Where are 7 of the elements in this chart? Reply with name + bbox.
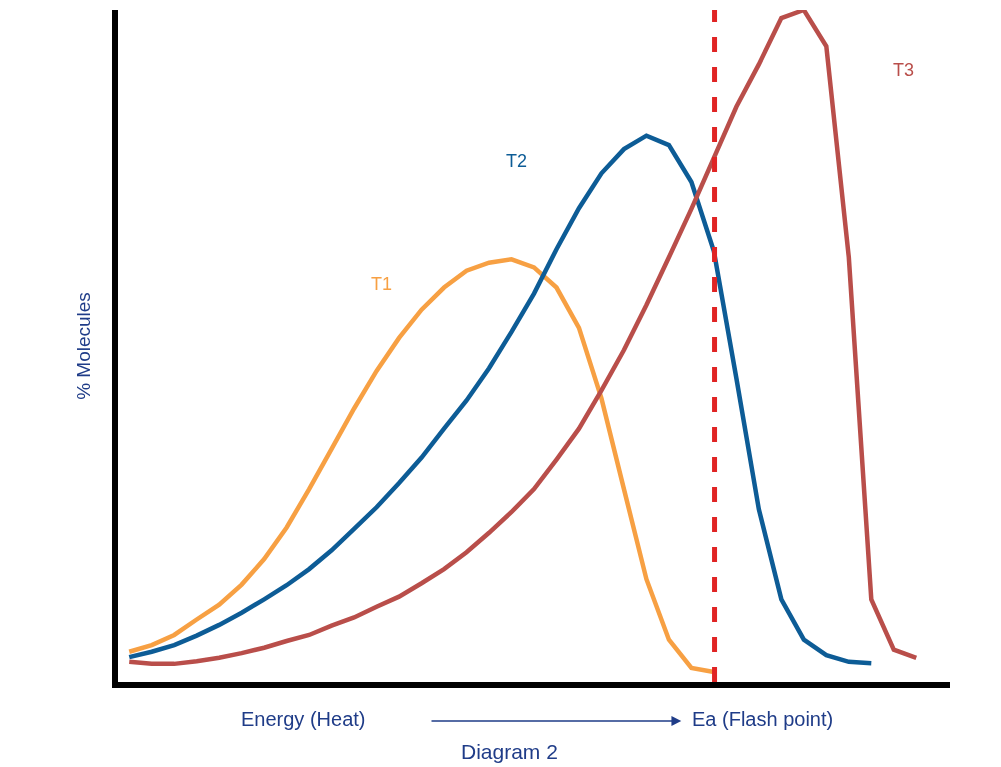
text: T2 [506, 151, 528, 171]
text: Diagram 2 [461, 740, 558, 763]
series-label: T1 [371, 274, 393, 294]
y-axis-title: % Molecules [73, 292, 95, 400]
text: T3 [893, 60, 915, 80]
text: Ea (Flash point) [692, 708, 834, 730]
x-axis-title: Energy (Heat) [241, 708, 366, 730]
